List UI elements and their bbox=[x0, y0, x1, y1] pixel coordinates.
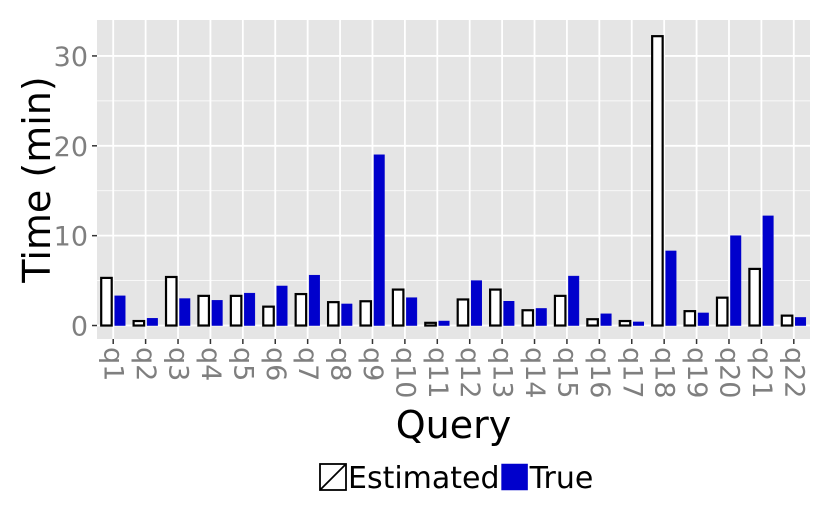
bar-estimated-q21 bbox=[748, 267, 761, 327]
x-tick-label-q1: q1 bbox=[98, 347, 129, 381]
x-tick-label-q15: q15 bbox=[551, 347, 582, 399]
bar-estimated-q4 bbox=[197, 294, 211, 327]
x-tick-label-q19: q19 bbox=[681, 347, 712, 399]
grid-lines bbox=[97, 20, 810, 339]
bar-estimated-q8 bbox=[326, 301, 340, 327]
x-tick-label-q7: q7 bbox=[292, 347, 323, 381]
bar-true-q10 bbox=[406, 297, 418, 326]
x-tick-label-q6: q6 bbox=[260, 347, 291, 381]
x-axis: q1 q2 q3 q4 q5 q6 q7 q8 q9 q10 q11 q12 q13 q14 q15 q16 q… bbox=[98, 339, 809, 399]
bar-true-q17 bbox=[633, 321, 644, 326]
bar-true-q9 bbox=[373, 154, 385, 326]
x-tick-label-q5: q5 bbox=[227, 347, 258, 381]
x-tick-label-q22: q22 bbox=[778, 347, 809, 399]
bar-true-q20 bbox=[730, 235, 742, 326]
x-tick-label-q20: q20 bbox=[713, 347, 744, 399]
bar-true-q22 bbox=[795, 317, 807, 326]
bar-true-q3 bbox=[179, 298, 191, 326]
bar-true-q21 bbox=[762, 215, 774, 326]
bar-estimated-q3 bbox=[164, 275, 178, 327]
bar-estimated-q19 bbox=[683, 310, 697, 327]
bar-estimated-q7 bbox=[294, 292, 308, 327]
bar-estimated-q10 bbox=[391, 288, 405, 327]
bar-estimated-q18 bbox=[651, 35, 664, 327]
y-tick-label: 10 bbox=[54, 222, 88, 253]
bar-estimated-q1 bbox=[100, 276, 113, 327]
legend: Estimated True bbox=[319, 461, 594, 496]
plot-panel bbox=[97, 20, 810, 339]
bar-true-q14 bbox=[535, 308, 547, 326]
bar-estimated-q9 bbox=[359, 300, 373, 327]
bar-true-q16 bbox=[600, 313, 612, 326]
bar-estimated-q5 bbox=[229, 294, 243, 327]
x-axis-title: Query bbox=[396, 403, 511, 447]
bar-true-q4 bbox=[211, 300, 223, 326]
bar-estimated-q22 bbox=[780, 314, 794, 327]
x-tick-label-q21: q21 bbox=[746, 347, 777, 399]
x-tick-label-q14: q14 bbox=[519, 347, 550, 399]
bar-true-q7 bbox=[308, 274, 320, 326]
x-tick-label-q4: q4 bbox=[195, 347, 226, 381]
y-tick-label: 0 bbox=[71, 312, 88, 343]
y-tick-label: 30 bbox=[54, 42, 88, 73]
x-tick-label-q3: q3 bbox=[163, 347, 194, 381]
x-tick-label-q10: q10 bbox=[389, 347, 420, 399]
x-tick-label-q18: q18 bbox=[649, 347, 680, 399]
bar-true-q15 bbox=[568, 275, 580, 326]
x-tick-label-q11: q11 bbox=[422, 347, 453, 399]
bar-estimated-q14 bbox=[521, 309, 535, 327]
bar-true-q1 bbox=[114, 295, 126, 326]
bar-true-q5 bbox=[244, 292, 256, 326]
bar-true-q18 bbox=[665, 250, 677, 326]
bar-estimated-q2 bbox=[132, 319, 146, 327]
bar-estimated-q15 bbox=[553, 294, 567, 327]
bar-estimated-q12 bbox=[456, 298, 470, 327]
bars bbox=[100, 35, 807, 327]
x-tick-label-q16: q16 bbox=[584, 347, 615, 399]
bar-true-q11 bbox=[438, 320, 450, 326]
x-tick-label-q17: q17 bbox=[616, 347, 647, 399]
x-tick-label-q9: q9 bbox=[357, 347, 388, 381]
bar-estimated-q16 bbox=[586, 318, 599, 327]
legend-label-estimated: Estimated bbox=[348, 461, 500, 496]
bar-true-q2 bbox=[146, 318, 158, 326]
bar-true-q12 bbox=[470, 280, 482, 326]
bar-estimated-q11 bbox=[424, 321, 437, 327]
bar-true-q19 bbox=[697, 312, 709, 326]
bar-estimated-q6 bbox=[262, 305, 275, 327]
bar-true-q6 bbox=[276, 285, 288, 326]
x-tick-label-q13: q13 bbox=[487, 347, 518, 399]
x-tick-label-q2: q2 bbox=[130, 347, 161, 381]
y-tick-label: 20 bbox=[54, 132, 88, 163]
legend-key-estimated bbox=[319, 463, 347, 491]
bar-estimated-q17 bbox=[618, 319, 632, 327]
x-tick-label-q12: q12 bbox=[454, 347, 485, 399]
bar-estimated-q13 bbox=[489, 288, 502, 327]
bar-true-q8 bbox=[341, 303, 353, 326]
bar-estimated-q20 bbox=[715, 296, 729, 327]
bar-true-q13 bbox=[503, 301, 515, 326]
legend-key-true bbox=[501, 463, 528, 491]
y-axis-title: Time (min) bbox=[15, 76, 59, 283]
x-tick-label-q8: q8 bbox=[325, 347, 356, 381]
legend-label-true: True bbox=[529, 461, 594, 496]
y-axis: 0 10 20 30 bbox=[54, 42, 97, 343]
